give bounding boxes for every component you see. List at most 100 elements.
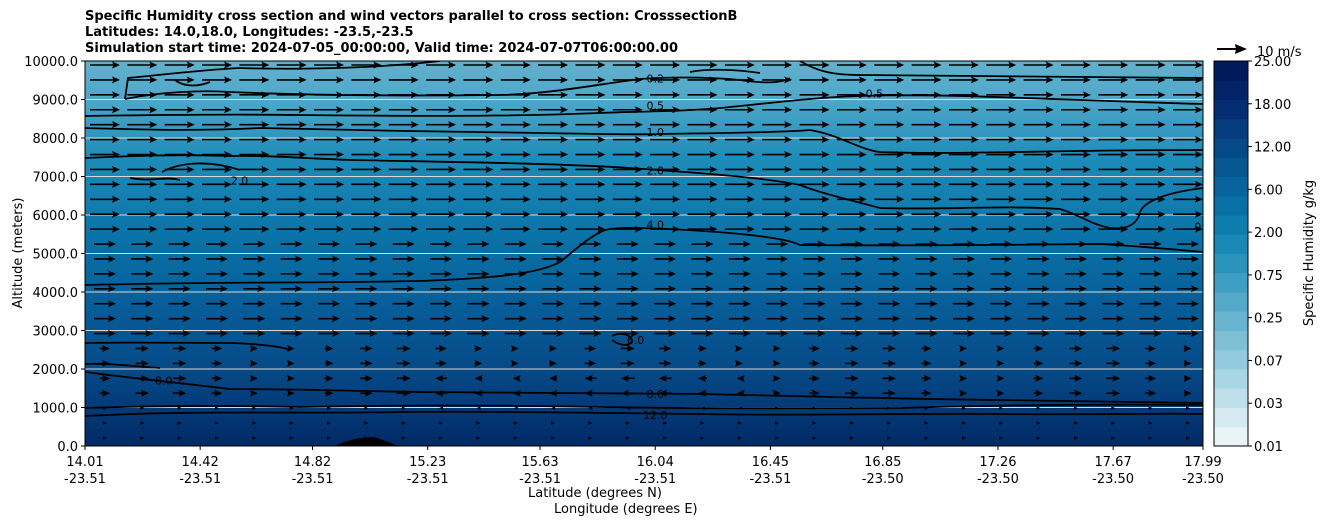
wind-vector xyxy=(1060,121,1091,129)
wind-vector xyxy=(1177,330,1199,338)
wind-vector xyxy=(364,436,369,440)
wind-vector xyxy=(1148,421,1153,425)
wind-vector xyxy=(575,136,606,144)
wind-vector xyxy=(840,270,863,278)
wind-vector xyxy=(127,76,158,84)
wind-vector xyxy=(164,180,195,188)
wind-vector xyxy=(127,136,158,144)
wind-vector xyxy=(90,106,120,114)
wind-vector xyxy=(131,270,154,278)
colorbar-level xyxy=(1214,195,1248,216)
wind-vector xyxy=(575,225,606,233)
wind-vector xyxy=(1173,180,1203,188)
wind-vector xyxy=(728,270,751,278)
wind-vector xyxy=(687,210,718,218)
wind-vector xyxy=(239,61,270,69)
wind-vector xyxy=(512,374,521,382)
y-axis-label: Altitude (meters) xyxy=(11,198,26,309)
wind-vector xyxy=(1023,61,1054,69)
wind-vector xyxy=(504,270,527,278)
wind-vector xyxy=(430,300,453,308)
colorbar: 0.01 0.03 0.07 0.25 0.75 2.00 6.00 12.00 18.00 25… xyxy=(1213,55,1291,455)
wind-vector xyxy=(476,421,481,425)
wind-vector xyxy=(90,61,120,69)
wind-vector xyxy=(658,344,672,352)
colorbar-level xyxy=(1214,157,1248,177)
wind-vector xyxy=(168,240,191,248)
wind-vector xyxy=(202,136,233,144)
x-tick-label-latitude: 16.45 xyxy=(752,455,789,470)
wind-vector xyxy=(276,165,307,173)
wind-vector xyxy=(654,330,677,338)
wind-vector xyxy=(911,225,942,233)
wind-vector xyxy=(476,406,481,410)
wind-vector xyxy=(500,76,531,84)
wind-vector xyxy=(1111,421,1116,425)
wind-vector xyxy=(538,195,569,203)
wind-vector xyxy=(426,136,457,144)
contour-label: 0.2 xyxy=(646,72,664,85)
wind-vector xyxy=(612,106,643,114)
wind-vector xyxy=(1135,151,1166,159)
wind-vector xyxy=(474,389,483,397)
colorbar-level xyxy=(1214,369,1248,389)
wind-vector xyxy=(948,225,979,233)
wind-vector xyxy=(474,374,483,382)
wind-vector xyxy=(396,374,411,382)
wind-vector xyxy=(252,436,257,440)
colorbar-tick-label: 0.07 xyxy=(1254,354,1283,369)
wind-vector xyxy=(698,374,707,382)
wind-vector xyxy=(650,180,681,188)
wind-vector xyxy=(243,285,266,293)
wind-vector xyxy=(239,76,270,84)
wind-vector xyxy=(211,344,223,352)
wind-vector xyxy=(388,151,419,159)
wind-vector xyxy=(549,389,558,397)
wind-vector xyxy=(280,240,303,248)
wind-vector xyxy=(474,359,483,367)
wind-vector xyxy=(243,330,266,338)
wind-vector xyxy=(500,61,531,69)
wind-vector xyxy=(612,61,643,69)
wind-vector xyxy=(90,151,120,159)
wind-vector xyxy=(616,330,639,338)
wind-vector xyxy=(1073,406,1078,410)
wind-vector xyxy=(1102,300,1125,308)
wind-vector xyxy=(579,300,602,308)
wind-vector xyxy=(1145,359,1157,367)
wind-vector xyxy=(616,240,639,248)
wind-vector xyxy=(952,330,975,338)
wind-vector xyxy=(318,300,341,308)
wind-vector xyxy=(762,195,793,203)
y-tick-label: 2000.0 xyxy=(33,363,79,378)
wind-vector xyxy=(467,240,490,248)
wind-vector xyxy=(575,91,606,99)
wind-vector xyxy=(388,76,419,84)
wind-vector xyxy=(327,406,332,410)
x-tick-label-longitude: -23.51 xyxy=(519,472,561,487)
wind-vector xyxy=(289,421,294,425)
x-tick-label-longitude: -23.51 xyxy=(749,472,791,487)
wind-vector xyxy=(280,300,303,308)
wind-vector xyxy=(1106,389,1121,397)
wind-vector xyxy=(1023,210,1054,218)
wind-vector xyxy=(952,240,975,248)
wind-vector xyxy=(100,344,110,352)
wind-vector xyxy=(766,330,789,338)
wind-vector xyxy=(276,91,307,99)
wind-vector xyxy=(990,240,1013,248)
wind-vector xyxy=(164,210,195,218)
wind-vector xyxy=(728,315,751,323)
wind-vector xyxy=(90,195,120,203)
wind-vector xyxy=(355,240,378,248)
wind-vector xyxy=(510,344,519,352)
contour-line xyxy=(85,371,1203,404)
wind-vector xyxy=(948,195,979,203)
wind-vector xyxy=(1139,300,1162,308)
wind-vector xyxy=(1135,210,1166,218)
wind-vector xyxy=(911,136,942,144)
wind-vector xyxy=(351,61,382,69)
wind-vector xyxy=(131,330,154,338)
wind-vector xyxy=(986,136,1017,144)
wind-vector xyxy=(100,389,110,397)
